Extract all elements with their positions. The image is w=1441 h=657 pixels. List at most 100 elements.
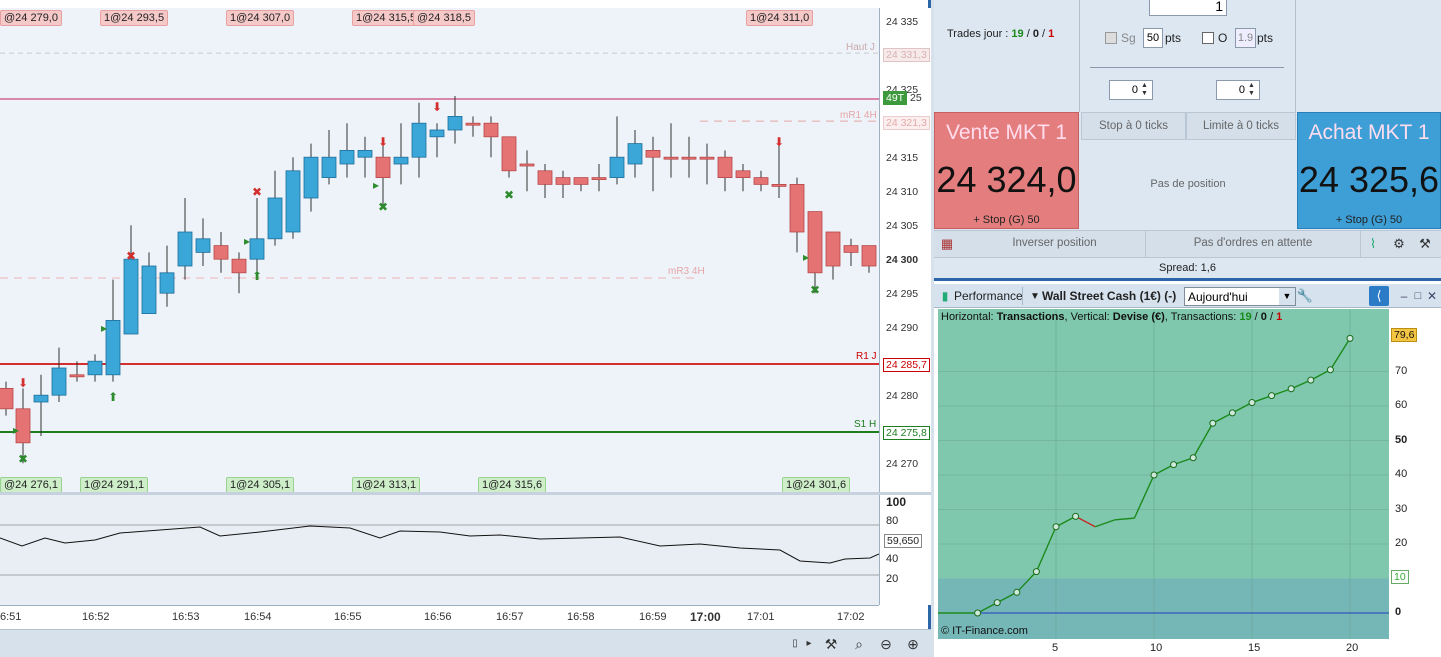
sell-label: Vente MKT 1	[945, 121, 1068, 144]
sell-order-tag[interactable]: @24 318,5	[413, 10, 475, 26]
performance-toolbar: ▮ Performance ▼ Wall Street Cash (1€) (-…	[934, 284, 1441, 308]
trade-marker-icon: ▸	[803, 250, 809, 264]
bear-candle	[573, 177, 589, 185]
scroll-left-icon[interactable]: ▯	[792, 638, 798, 649]
wrench-icon[interactable]: 🔧	[1296, 288, 1314, 303]
o-label: O	[1218, 31, 1228, 45]
time-tick: 17:01	[747, 611, 775, 623]
buy-label: Achat MKT 1	[1308, 121, 1430, 144]
time-axis[interactable]: 6:51 16:52 16:53 16:54 16:55 16:56 16:57…	[0, 605, 879, 629]
bear-candle	[663, 156, 679, 160]
quantity-input[interactable]: 1	[1149, 0, 1227, 16]
sell-order-tag[interactable]: @24 279,0	[0, 10, 62, 26]
buy-market-button[interactable]: Achat MKT 1 24 325,6 + Stop (G) 50	[1297, 112, 1441, 229]
bear-candle	[231, 258, 247, 274]
bear-candle	[483, 122, 499, 138]
pending-orders-button[interactable]: Pas d'ordres en attente	[1146, 231, 1361, 257]
equity-point	[1307, 376, 1315, 384]
trades-gains: 19	[1011, 28, 1024, 40]
price-chart[interactable]: ⬇ ✖ ⬆ ✖ ✖ ⬆ ⬇ ✖ ⬇ ✖ ⬇ ✖ ▸ ▸ ▸ ▸ ▸ Haut J mR1 4H mR3 4H R…	[0, 8, 879, 492]
minimize-icon[interactable]: –	[1400, 289, 1408, 303]
performance-description: Horizontal: Transactions, Vertical: Devi…	[941, 311, 1282, 323]
stop-spinner[interactable]: 0	[1109, 80, 1153, 100]
o-points-input[interactable]: 1.9	[1235, 28, 1256, 48]
period-value: Aujourd'hui	[1188, 290, 1248, 304]
current-price-suffix: 25	[910, 92, 922, 104]
bull-candle	[141, 265, 157, 314]
period-select[interactable]: Aujourd'hui ▼	[1184, 287, 1296, 306]
limit-spinner[interactable]: 0	[1216, 80, 1260, 100]
copyright: © IT-Finance.com	[941, 625, 1028, 637]
bear-candle	[519, 163, 535, 167]
maximize-icon[interactable]: □	[1414, 290, 1422, 302]
vertical-label: , Vertical:	[1064, 311, 1113, 323]
equity-segment	[1290, 379, 1312, 390]
spinner-arrows-icon[interactable]: ▲ ▼	[1141, 82, 1148, 97]
perf-y-tick: 60	[1395, 399, 1408, 411]
equity-point	[1248, 399, 1256, 407]
stop-ticks-button[interactable]: Stop à 0 ticks	[1081, 112, 1186, 140]
performance-tab[interactable]: Performance	[954, 289, 1023, 303]
bull-candle	[609, 156, 625, 178]
panel-separator[interactable]	[0, 492, 931, 495]
scroll-right-icon[interactable]: ▸	[806, 638, 812, 649]
buy-order-tag[interactable]: 1@24 301,6	[782, 477, 851, 493]
buy-order-tag[interactable]: @24 276,1	[0, 477, 62, 493]
limit-ticks-button[interactable]: Limite à 0 ticks	[1186, 112, 1296, 140]
buy-order-tag[interactable]: 1@24 291,1	[80, 477, 149, 493]
sell-order-tag[interactable]: 1@24 315,5	[352, 10, 421, 26]
o-pts-label: pts	[1257, 31, 1274, 45]
zoom-in-icon[interactable]: ⊕	[907, 636, 919, 652]
chart-tool-icon[interactable]: ⚒	[824, 636, 838, 652]
chevron-down-icon: ▼	[1279, 288, 1295, 305]
zoom-fit-icon[interactable]: ⌕	[855, 636, 863, 652]
share-icon[interactable]: ⟨	[1369, 286, 1389, 306]
spinner-arrows-icon[interactable]: ▲ ▼	[1248, 82, 1255, 97]
tools-icon[interactable]: ⚙	[1393, 236, 1405, 251]
settings-icon[interactable]: ⚒	[1419, 236, 1431, 251]
equity-curve	[938, 309, 1389, 639]
sell-order-tag[interactable]: 1@24 307,0	[226, 10, 295, 26]
chevron-down-icon[interactable]: ▼	[1030, 291, 1040, 302]
instrument-selector[interactable]: Wall Street Cash (1€) (-)	[1042, 289, 1177, 303]
r1-label: R1 J	[856, 351, 877, 362]
close-icon[interactable]: ✕	[1426, 289, 1438, 303]
bear-candle	[843, 245, 859, 253]
sg-points-input[interactable]: 50	[1143, 28, 1163, 48]
bear-candle	[861, 245, 877, 267]
chart-icon[interactable]: ⌇	[1369, 236, 1377, 251]
candlestick-chart[interactable]: ⬇ ✖ ⬆ ✖ ✖ ⬆ ⬇ ✖ ⬇ ✖ ⬇ ✖ ▸ ▸ ▸ ▸ ▸	[0, 8, 879, 492]
bull-candle	[429, 129, 445, 138]
buy-order-tag[interactable]: 1@24 305,1	[226, 477, 295, 493]
performance-chart[interactable]: Horizontal: Transactions, Vertical: Devi…	[938, 309, 1389, 639]
bull-candle	[249, 238, 265, 260]
sell-order-tag[interactable]: 1@24 311,0	[746, 10, 814, 26]
order-book-icon[interactable]: ▦	[940, 236, 954, 251]
trade-marker-icon: ⬇	[378, 135, 388, 149]
zoom-out-icon[interactable]: ⊖	[880, 636, 892, 652]
equity-segment	[1114, 517, 1135, 521]
osc-series-line	[0, 525, 879, 564]
equity-segment	[1329, 338, 1351, 371]
transactions-gains: 19	[1239, 311, 1252, 323]
stop-spinner-value: 0	[1131, 84, 1138, 96]
o-checkbox[interactable]	[1202, 32, 1214, 44]
divider	[1295, 0, 1296, 112]
bear-candle	[645, 149, 661, 158]
trade-marker-icon: ▸	[13, 423, 19, 437]
oscillator-chart[interactable]	[0, 495, 879, 605]
trade-marker-icon: ✖	[378, 200, 388, 214]
bull-candle	[177, 231, 193, 267]
bull-candle	[357, 149, 373, 158]
threshold-band	[938, 578, 1389, 639]
buy-order-tag[interactable]: 1@24 313,1	[352, 477, 421, 493]
reverse-position-button[interactable]: Inverser position	[964, 231, 1146, 257]
buy-order-tag[interactable]: 1@24 315,6	[478, 477, 547, 493]
sg-checkbox[interactable]	[1105, 32, 1117, 44]
performance-y-axis: 70 60 50 40 30 20 0 79,6 10	[1389, 309, 1441, 639]
sell-order-tag[interactable]: 1@24 293,5	[100, 10, 169, 26]
time-tick: 17:00	[690, 610, 721, 624]
sell-market-button[interactable]: Vente MKT 1 24 324,0 + Stop (G) 50	[934, 112, 1079, 229]
bear-candle	[825, 231, 841, 267]
